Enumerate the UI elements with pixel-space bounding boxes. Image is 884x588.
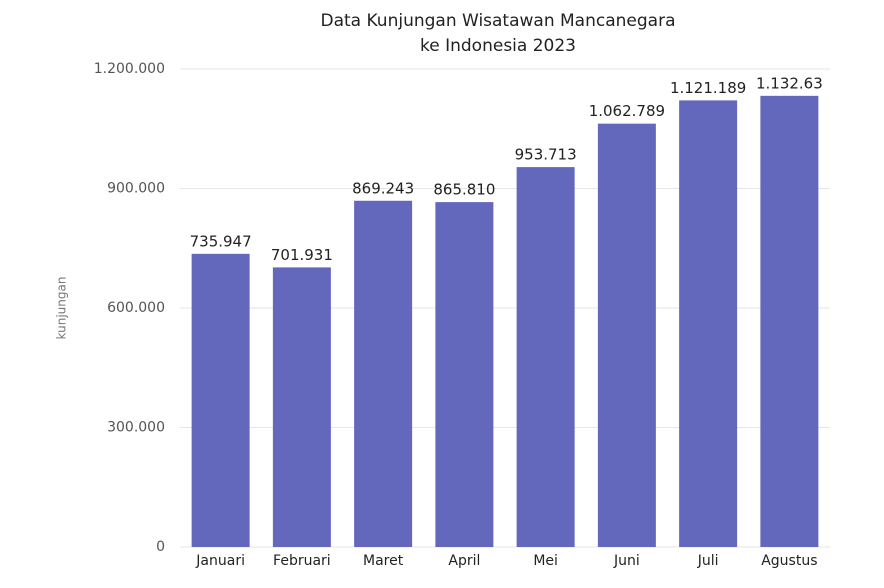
y-tick-label: 300.000 xyxy=(107,420,165,436)
bar xyxy=(679,100,738,547)
bar xyxy=(516,167,575,548)
y-tick-label: 1.200.000 xyxy=(94,61,165,77)
value-label: 869.243 xyxy=(352,179,414,197)
y-axis-label: kunjungan xyxy=(55,277,69,340)
chart-title: Data Kunjungan Wisatawan Mancanegara xyxy=(321,11,676,31)
value-label: 735.947 xyxy=(190,232,252,250)
value-label: 953.713 xyxy=(515,146,577,164)
value-label: 1.132.63 xyxy=(756,74,823,92)
bar xyxy=(354,200,413,548)
x-tick-label: Agustus xyxy=(761,553,817,569)
y-tick-label: 600.000 xyxy=(107,300,165,316)
x-tick-label: Maret xyxy=(363,553,404,569)
bar xyxy=(597,123,656,548)
x-tick-label: Mei xyxy=(533,553,558,569)
value-label: 1.062.789 xyxy=(589,102,665,120)
y-tick-label: 900.000 xyxy=(107,181,165,197)
x-tick-label: April xyxy=(448,553,480,569)
bar xyxy=(191,253,250,547)
x-tick-label: Juni xyxy=(613,553,640,569)
bar xyxy=(760,95,819,547)
x-tick-label: Januari xyxy=(195,553,245,569)
x-tick-label: Februari xyxy=(273,553,331,569)
value-label: 865.810 xyxy=(433,181,495,199)
bar xyxy=(435,202,494,547)
bar xyxy=(272,267,331,547)
value-label: 1.121.189 xyxy=(670,79,746,97)
chart-subtitle: ke Indonesia 2023 xyxy=(420,36,576,56)
x-tick-label: Juli xyxy=(697,553,719,569)
value-label: 701.931 xyxy=(271,246,333,264)
y-tick-label: 0 xyxy=(156,539,165,555)
